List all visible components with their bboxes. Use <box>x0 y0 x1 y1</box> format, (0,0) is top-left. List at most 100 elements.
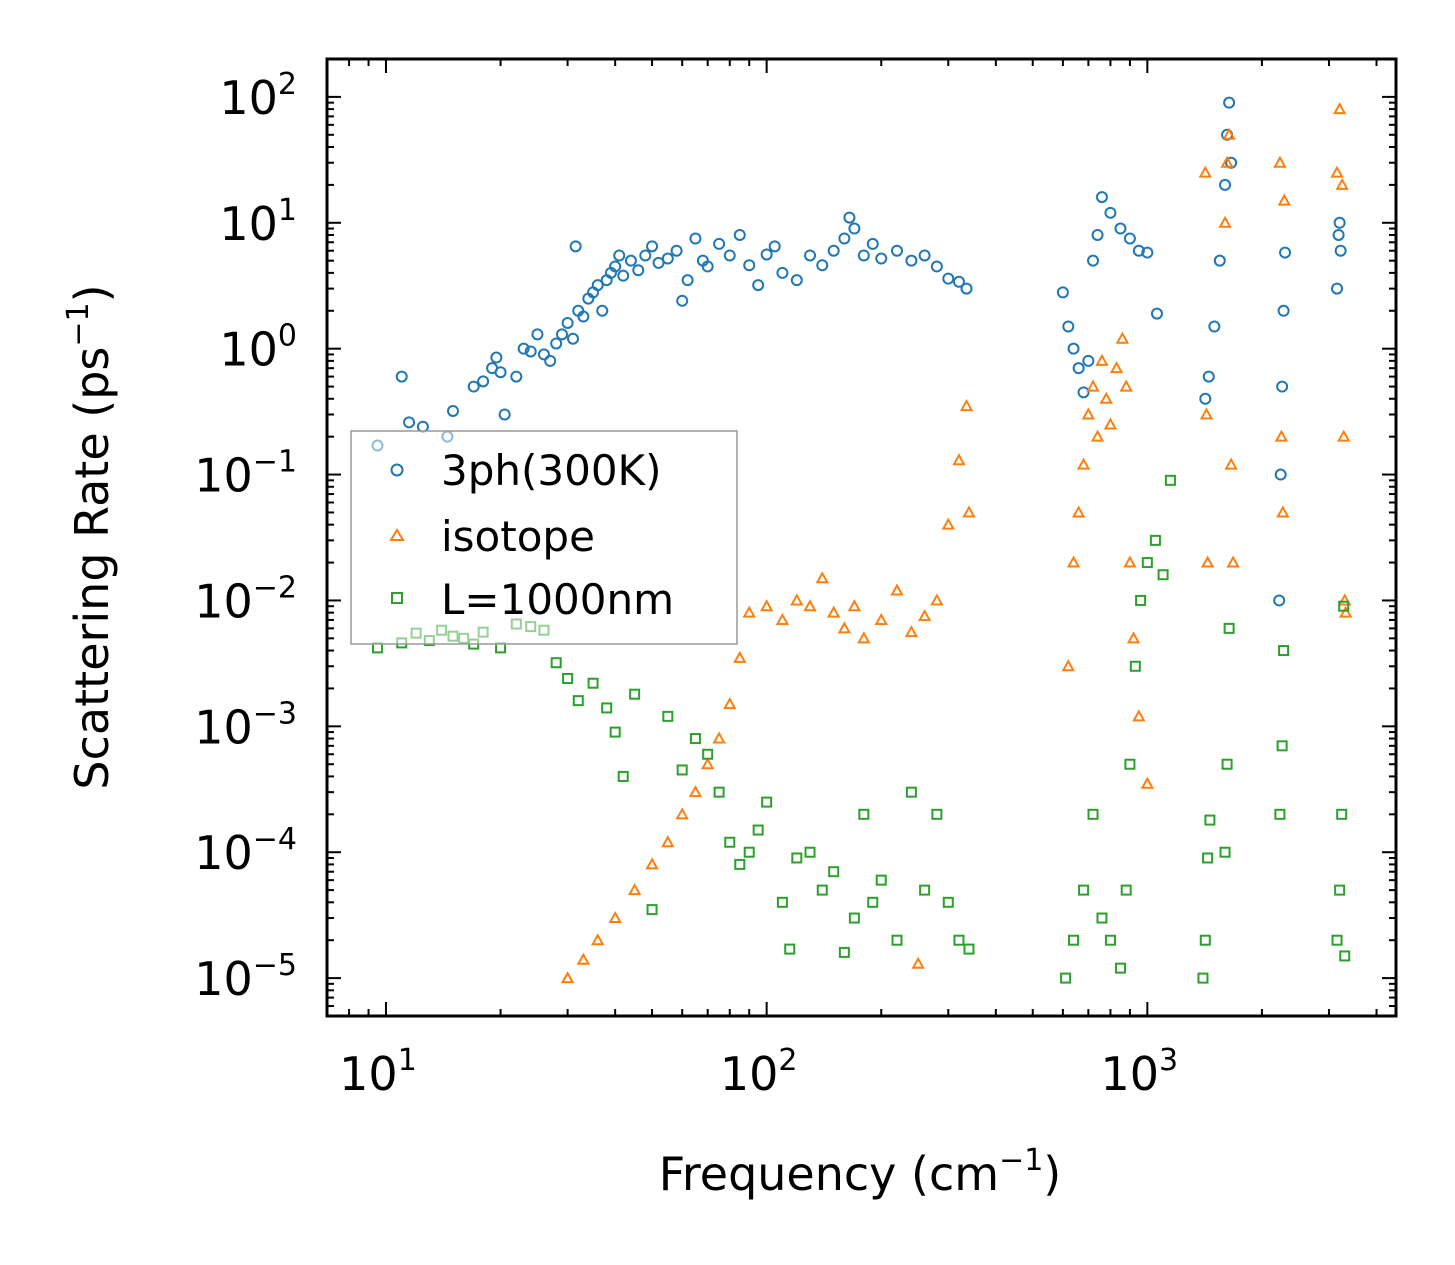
data-point <box>1278 645 1290 657</box>
data-point <box>1199 407 1214 420</box>
data-point <box>689 232 702 245</box>
data-point <box>1086 379 1100 392</box>
data-point <box>858 808 870 820</box>
data-point <box>1222 127 1236 140</box>
data-point <box>1273 594 1286 607</box>
data-point <box>952 453 966 466</box>
data-point <box>624 254 637 267</box>
data-point <box>1336 808 1348 820</box>
data-point <box>1218 215 1232 228</box>
data-point <box>416 420 429 433</box>
data-point <box>1087 254 1100 267</box>
data-point <box>577 310 590 323</box>
data-point <box>544 354 557 367</box>
data-point <box>569 240 582 253</box>
data-point <box>953 934 965 946</box>
data-point <box>403 416 416 429</box>
data-point <box>891 244 904 257</box>
data-point <box>531 328 544 341</box>
x-tick-labels: 101 102 103 <box>339 1043 1178 1101</box>
data-point <box>1276 380 1289 393</box>
data-point <box>1276 505 1290 518</box>
data-point <box>848 912 860 924</box>
y-tick-label: 10−3 <box>194 696 297 754</box>
data-point <box>1077 386 1090 399</box>
data-point <box>1219 178 1232 191</box>
y-tick-label: 10−2 <box>194 570 297 628</box>
data-point <box>1331 282 1344 295</box>
data-point <box>1099 391 1113 404</box>
data-point <box>591 933 605 946</box>
data-point <box>1164 474 1176 486</box>
data-point <box>517 342 530 355</box>
data-point <box>713 237 726 250</box>
data-point <box>681 274 694 287</box>
data-point <box>560 971 575 984</box>
data-point <box>752 824 764 836</box>
data-point <box>804 846 816 858</box>
data-point <box>930 593 944 606</box>
data-point <box>1274 429 1289 442</box>
data-point <box>952 275 965 288</box>
data-point <box>790 593 804 606</box>
data-point <box>743 259 756 272</box>
data-point <box>1140 776 1155 789</box>
data-point <box>963 943 975 955</box>
data-point <box>1339 605 1353 618</box>
data-point <box>911 956 925 969</box>
data-point <box>576 952 591 965</box>
data-point <box>1119 379 1133 392</box>
data-point <box>1338 600 1350 612</box>
data-point <box>1338 593 1352 606</box>
data-point <box>743 846 755 858</box>
data-point <box>734 858 746 870</box>
data-point <box>1104 934 1116 946</box>
data-point <box>561 316 574 329</box>
data-point <box>639 249 652 262</box>
data-point <box>629 688 641 700</box>
data-point <box>395 370 408 383</box>
data-point <box>550 337 563 350</box>
data-point <box>816 259 829 272</box>
data-point <box>724 836 736 848</box>
data-point <box>1071 505 1086 518</box>
data-point <box>919 884 931 896</box>
data-point <box>1279 246 1292 259</box>
legend-marker-3ph <box>390 463 404 477</box>
data-point <box>1082 354 1095 367</box>
data-point <box>1060 972 1072 984</box>
data-point <box>752 279 765 292</box>
data-point <box>1223 622 1235 634</box>
data-point <box>1114 222 1127 235</box>
data-point <box>866 237 879 250</box>
data-point <box>587 677 599 689</box>
data-point <box>617 269 630 282</box>
data-point <box>447 404 460 417</box>
data-point <box>1104 206 1117 219</box>
data-point <box>931 808 943 820</box>
data-point <box>776 896 788 908</box>
data-point <box>1197 972 1209 984</box>
data-point <box>1141 557 1153 569</box>
data-point <box>1202 852 1214 864</box>
data-point <box>596 304 609 317</box>
data-point <box>847 599 862 612</box>
plot-area-border <box>325 57 1398 1018</box>
data-point <box>1337 429 1351 442</box>
y-tick-label: 102 <box>219 67 297 125</box>
data-point <box>1334 244 1347 257</box>
data-point <box>712 731 726 744</box>
data-point <box>1129 660 1141 672</box>
data-point <box>1076 457 1091 470</box>
data-point <box>510 370 523 383</box>
data-point <box>857 631 871 644</box>
data-point <box>1141 246 1154 259</box>
data-point <box>1114 962 1126 974</box>
major-ticks <box>327 59 1396 1016</box>
data-point <box>776 266 789 279</box>
data-point <box>645 857 659 870</box>
data-point <box>816 884 828 896</box>
data-point <box>1219 846 1231 858</box>
data-point <box>1331 934 1343 946</box>
